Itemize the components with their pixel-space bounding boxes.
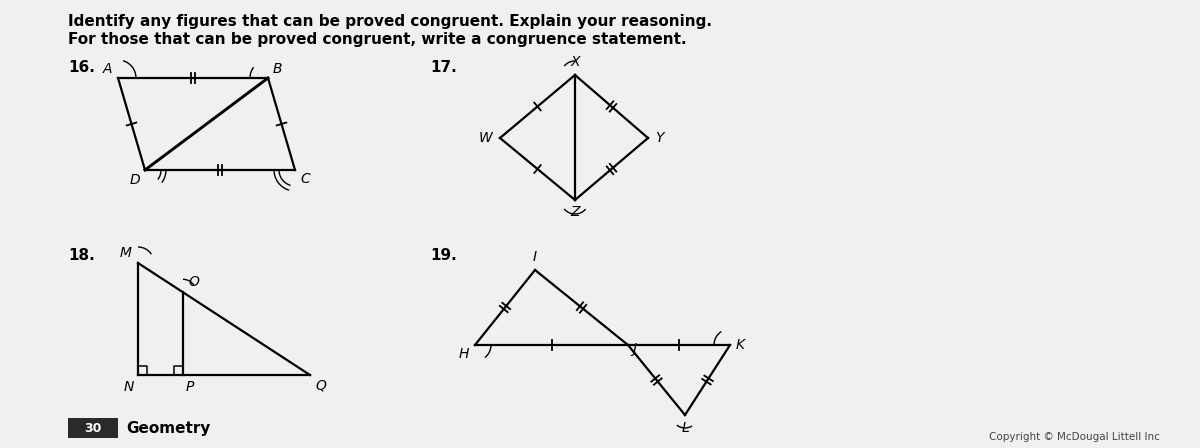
Text: J: J <box>632 342 636 356</box>
Text: L: L <box>682 421 689 435</box>
Text: Q: Q <box>314 378 326 392</box>
Bar <box>68 418 118 438</box>
Text: 30: 30 <box>84 422 102 435</box>
Text: 19.: 19. <box>430 248 457 263</box>
Text: Y: Y <box>655 131 664 145</box>
Text: M: M <box>120 246 132 260</box>
Text: A: A <box>102 62 112 76</box>
Text: D: D <box>130 173 140 187</box>
Text: Geometry: Geometry <box>126 421 210 435</box>
Text: 16.: 16. <box>68 60 95 75</box>
Text: H: H <box>458 347 469 361</box>
Text: B: B <box>274 62 282 76</box>
Text: K: K <box>736 338 745 352</box>
Text: W: W <box>479 131 492 145</box>
Text: N: N <box>124 380 134 394</box>
Text: For those that can be proved congruent, write a congruence statement.: For those that can be proved congruent, … <box>68 32 686 47</box>
Text: 18.: 18. <box>68 248 95 263</box>
Text: Identify any figures that can be proved congruent. Explain your reasoning.: Identify any figures that can be proved … <box>68 14 712 29</box>
Text: 17.: 17. <box>430 60 457 75</box>
Text: O: O <box>188 276 199 289</box>
Text: X: X <box>570 55 580 69</box>
Text: Copyright © McDougal Littell Inc: Copyright © McDougal Littell Inc <box>989 432 1160 442</box>
Text: I: I <box>533 250 538 264</box>
Text: Z: Z <box>570 205 580 219</box>
Text: C: C <box>300 172 310 186</box>
Text: P: P <box>186 380 194 394</box>
